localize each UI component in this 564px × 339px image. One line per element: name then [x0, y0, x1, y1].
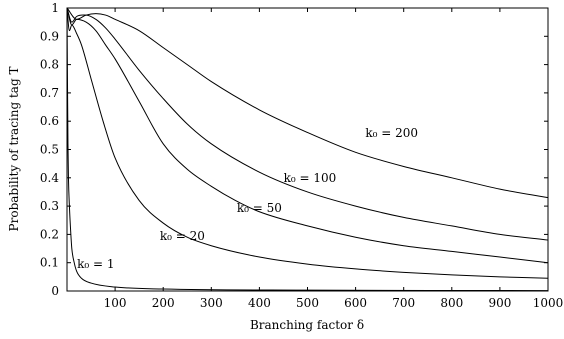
series-line-0 [66, 7, 549, 292]
x-tick-label-9: 1000 [533, 296, 564, 310]
y-tick-label-0: 0 [51, 284, 59, 298]
x-tick-label-7: 800 [440, 296, 463, 310]
y-tick-label-9: 0.9 [40, 29, 59, 43]
series-line-1 [66, 7, 549, 279]
series-line-2 [66, 7, 549, 264]
y-tick-label-6: 0.6 [40, 114, 59, 128]
x-tick-label-1: 200 [152, 296, 175, 310]
y-tick-label-8: 0.8 [40, 58, 59, 72]
curve-label-4: k₀ = 200 [365, 126, 418, 140]
curve-label-0: k₀ = 1 [77, 257, 114, 271]
y-tick-label-2: 0.2 [40, 227, 59, 241]
plot-frame [66, 7, 549, 292]
x-tick-label-2: 300 [200, 296, 223, 310]
series-curves [66, 7, 549, 292]
y-tick-label-4: 0.4 [40, 171, 59, 185]
x-tick-label-4: 500 [296, 296, 319, 310]
y-tick-label-5: 0.5 [40, 143, 59, 157]
curve-labels: k₀ = 1 k₀ = 20 k₀ = 50 k₀ = 100 k₀ = 200 [77, 126, 418, 271]
x-tick-label-5: 600 [344, 296, 367, 310]
x-axis-label: Branching factor δ [250, 318, 364, 332]
x-tick-label-3: 400 [248, 296, 271, 310]
y-tick-label-1: 0.1 [40, 256, 59, 270]
curve-label-2: k₀ = 50 [237, 201, 282, 215]
y-tick-label-7: 0.7 [40, 86, 59, 100]
x-tick-label-8: 900 [488, 296, 511, 310]
y-tick-label-3: 0.3 [40, 199, 59, 213]
curve-label-1: k₀ = 20 [160, 229, 205, 243]
series-line-4 [66, 7, 549, 199]
x-tick-label-6: 700 [392, 296, 415, 310]
y-axis-label: Probability of tracing tag T [7, 67, 21, 232]
series-line-3 [66, 7, 549, 241]
y-axis-ticks: 0 0.1 0.2 0.3 0.4 0.5 0.6 0.7 0.8 0.9 1 [40, 1, 548, 298]
x-tick-label-0: 100 [104, 296, 127, 310]
x-axis-ticks: 100 200 300 400 500 600 700 800 900 1000 [104, 8, 564, 310]
curve-label-3: k₀ = 100 [284, 171, 337, 185]
y-tick-label-10: 1 [51, 1, 59, 15]
